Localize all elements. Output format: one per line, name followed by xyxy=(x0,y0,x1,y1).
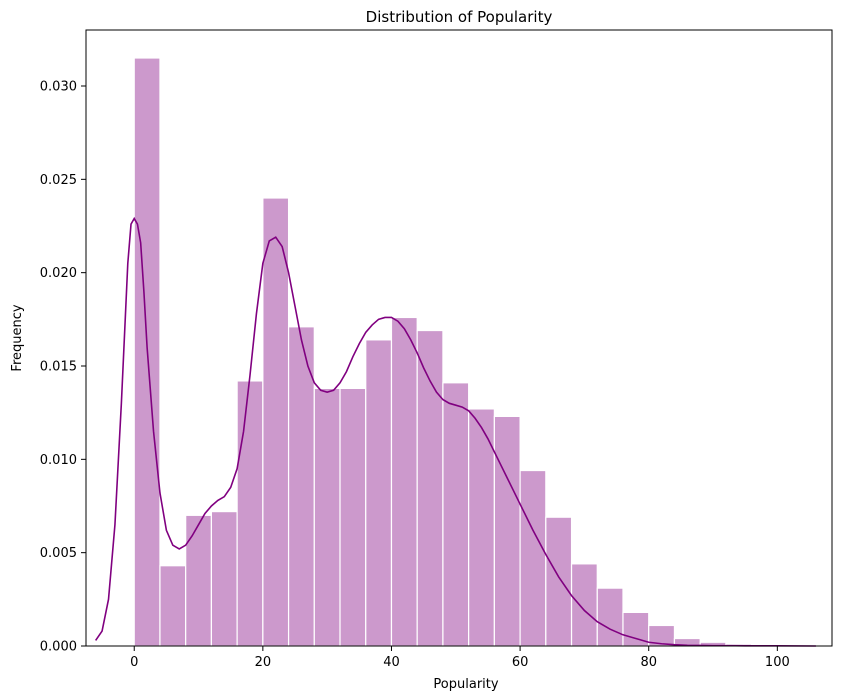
histogram-bar xyxy=(442,382,470,647)
histogram-bar xyxy=(210,511,238,647)
y-tick-label: 0.000 xyxy=(40,640,77,655)
histogram-bar xyxy=(313,387,341,647)
histogram-bars xyxy=(133,57,804,647)
y-tick-label: 0.020 xyxy=(40,266,77,281)
histogram-bar xyxy=(390,316,418,647)
histogram-bar xyxy=(416,329,444,647)
y-tick-label: 0.015 xyxy=(40,360,77,375)
y-tick-label: 0.030 xyxy=(40,80,77,95)
y-tick-label: 0.005 xyxy=(40,546,77,561)
kde-curve xyxy=(94,216,816,647)
x-axis-ticks: 0 20 40 60 80 100 xyxy=(130,646,790,670)
y-tick-label: 0.010 xyxy=(40,453,77,468)
histogram-bar xyxy=(159,565,187,647)
histogram-bar xyxy=(545,516,573,647)
histogram-bar xyxy=(287,326,315,647)
x-tick-label: 80 xyxy=(640,655,657,670)
x-tick-label: 60 xyxy=(512,655,529,670)
x-tick-label: 0 xyxy=(130,655,138,670)
y-axis-ticks: 0.000 0.005 0.010 0.015 0.020 0.025 0.030 xyxy=(40,80,86,655)
y-tick-label: 0.025 xyxy=(40,173,77,188)
histogram-bar xyxy=(185,514,213,647)
histogram-bar xyxy=(570,563,598,647)
histogram-bar xyxy=(339,387,367,647)
x-tick-label: 40 xyxy=(383,655,400,670)
chart-title: Distribution of Popularity xyxy=(366,8,553,26)
histogram-bar xyxy=(596,587,624,647)
histogram-bar xyxy=(365,339,393,647)
histogram-bar xyxy=(236,380,264,647)
y-axis-label: Frequency xyxy=(10,304,25,371)
x-tick-label: 20 xyxy=(255,655,272,670)
x-tick-label: 100 xyxy=(765,655,790,670)
histogram-bar xyxy=(519,469,547,647)
histogram-bar xyxy=(262,197,290,647)
plot-frame xyxy=(85,29,833,647)
histogram-bar xyxy=(493,415,521,647)
x-axis-label: Popularity xyxy=(433,677,498,692)
